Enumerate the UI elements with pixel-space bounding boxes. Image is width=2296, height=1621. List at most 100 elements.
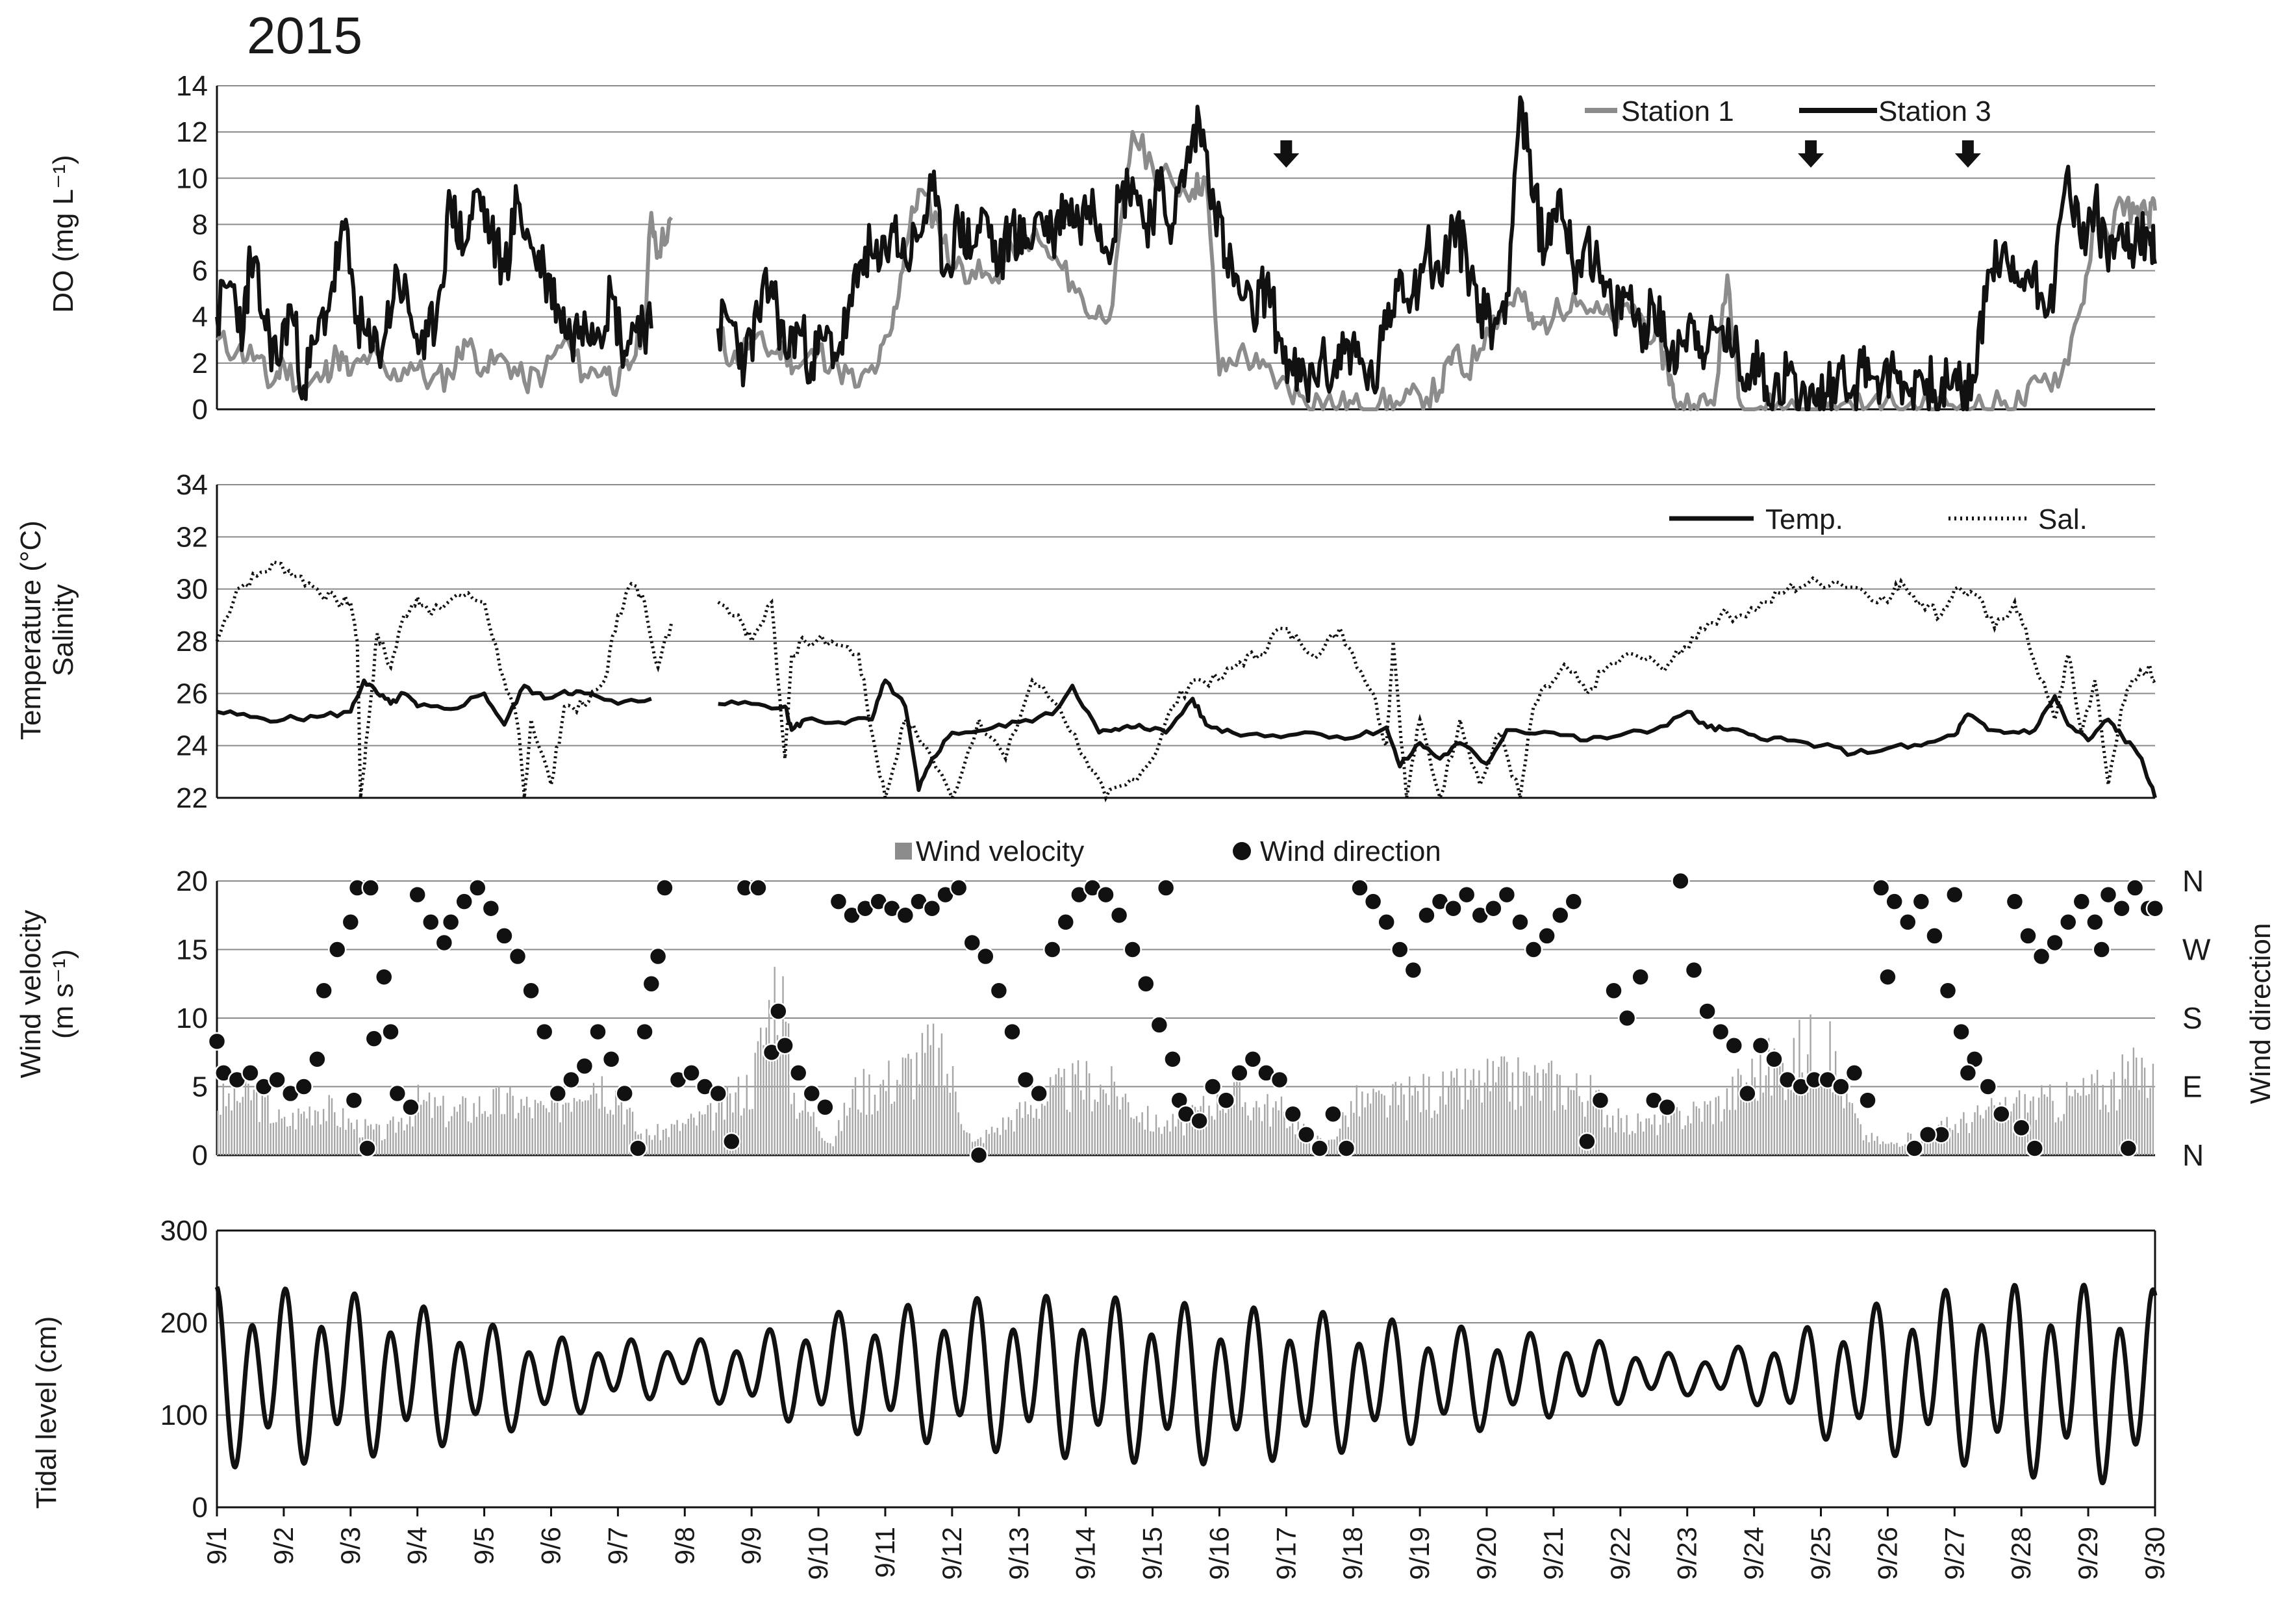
wind-velocity-bar — [1860, 1124, 1861, 1155]
wind-direction-point — [1203, 1077, 1222, 1096]
wind-velocity-bar — [1565, 1109, 1567, 1155]
wind-velocity-bar — [1269, 1126, 1272, 1155]
wind-velocity-bar — [1239, 1080, 1241, 1155]
wind-velocity-bar — [1330, 1139, 1333, 1155]
wind-direction-point — [1698, 1002, 1717, 1021]
wind-velocity-bar — [1503, 1056, 1506, 1155]
wind-velocity-bar — [451, 1116, 453, 1155]
wind-direction-point — [1391, 940, 1409, 959]
wind-velocity-bar — [409, 1114, 411, 1155]
x-tick-label: 9/10 — [803, 1527, 833, 1580]
wind-velocity-bar — [949, 1092, 951, 1155]
wind-direction-point — [1832, 1077, 1850, 1096]
wind-velocity-bar — [1495, 1082, 1497, 1155]
wind-direction-point — [268, 1070, 286, 1090]
wind-velocity-bar — [470, 1123, 472, 1155]
wind-velocity-bar — [1241, 1106, 1244, 1155]
wind-velocity-bar — [576, 1101, 578, 1155]
wind-velocity-bar — [322, 1108, 325, 1155]
x-tick-label: 9/2 — [268, 1527, 299, 1564]
wind-velocity-bar — [782, 976, 784, 1155]
wind-velocity-bar — [696, 1125, 698, 1155]
wind-direction-point — [562, 1070, 581, 1090]
wind-velocity-bar — [584, 1100, 587, 1155]
wind-velocity-bar — [1756, 1101, 1759, 1155]
wind-velocity-bar — [1094, 1099, 1096, 1155]
wind-velocity-bar — [1732, 1077, 1734, 1155]
wind-velocity-bar — [1734, 1110, 1737, 1155]
wind-velocity-bar — [598, 1108, 600, 1155]
wind-velocity-bar — [509, 1086, 511, 1155]
wind-velocity-bar — [704, 1114, 706, 1155]
x-tick-label: 9/29 — [2073, 1527, 2103, 1580]
wind-velocity-bar — [718, 1100, 720, 1155]
wind-direction-point — [422, 913, 440, 932]
wind-velocity-bar — [345, 1130, 347, 1155]
wind-velocity-bar — [1244, 1102, 1246, 1155]
wind-direction-point — [816, 1097, 835, 1117]
wind-velocity-bar — [662, 1129, 664, 1155]
wind-velocity-bar — [1517, 1057, 1519, 1155]
wind-velocity-bar — [999, 1134, 1002, 1155]
wind-direction-point — [2005, 892, 2025, 911]
tide-y-tick-label: 200 — [160, 1307, 208, 1339]
x-tick-label: 9/18 — [1337, 1527, 1368, 1580]
wind-direction-point — [1016, 1070, 1035, 1090]
wind-velocity-bar — [896, 1080, 898, 1155]
wind-y-tick-label: 0 — [192, 1140, 208, 1171]
wind-velocity-bar — [1392, 1084, 1394, 1155]
wind-velocity-bar — [810, 1116, 812, 1155]
wind-velocity-bar — [854, 1077, 857, 1155]
do-y-tick-label: 10 — [176, 162, 208, 194]
wind-velocity-bar — [1222, 1104, 1224, 1155]
wind-direction-point — [575, 1056, 594, 1076]
wind-velocity-bar — [1600, 1097, 1603, 1155]
tide-series — [214, 1283, 2158, 1485]
wind-direction-point — [709, 1084, 727, 1103]
wind-velocity-bar — [729, 1093, 731, 1155]
wind-direction-point — [381, 1022, 400, 1041]
wind-velocity-bar — [2065, 1082, 2068, 1155]
wind-y-axis-label-line1: Wind velocity — [15, 910, 47, 1078]
wind-velocity-bar — [1862, 1140, 1865, 1155]
wind-velocity-bar — [1879, 1144, 1881, 1155]
wind-direction-point — [1137, 975, 1155, 993]
wind-velocity-bar — [414, 1109, 416, 1155]
wind-direction-point — [2099, 885, 2118, 904]
wind-velocity-bar — [665, 1129, 667, 1155]
wind-velocity-bar — [902, 1057, 904, 1155]
wind-velocity-bar — [1091, 1111, 1093, 1155]
wind-velocity-bar — [453, 1106, 455, 1155]
wind-velocity-bar — [1782, 1062, 1784, 1155]
wind-velocity-bar — [596, 1093, 598, 1155]
wind-y-tick-labels: 0 5 10 15 20 — [176, 865, 208, 1171]
wind-velocity-bar — [1740, 1075, 1742, 1155]
wind-velocity-bar — [225, 1106, 227, 1155]
wind-direction-point — [2032, 947, 2051, 966]
wind-velocity-bar — [801, 1110, 803, 1155]
wind-velocity-bar — [2127, 1061, 2129, 1155]
wind-velocity-bar — [1444, 1104, 1447, 1155]
wind-velocity-bar — [885, 1091, 887, 1155]
wind-velocity-bar — [1834, 1051, 1837, 1155]
wind-velocity-bar — [846, 1116, 848, 1155]
wind-velocity-bar — [1611, 1116, 1614, 1155]
wind-velocity-bar — [1461, 1109, 1463, 1155]
wind-velocity-bar — [562, 1104, 564, 1155]
wind-velocity-bar — [1264, 1104, 1266, 1155]
wind-velocity-bar — [1467, 1099, 1469, 1155]
wind-velocity-bar — [1717, 1096, 1720, 1155]
wind-velocity-bar — [1671, 1106, 1672, 1155]
wind-velocity-bar — [715, 1112, 717, 1155]
wind-velocity-bar — [247, 1083, 249, 1155]
wind-velocity-bar — [309, 1106, 310, 1155]
wind-direction-point — [1938, 981, 1958, 1001]
wind-direction-point — [989, 981, 1009, 1001]
wind-velocity-bar — [601, 1076, 603, 1155]
wind-velocity-bar — [1598, 1090, 1600, 1155]
wind-velocity-bar — [904, 1058, 907, 1155]
wind-velocity-bar — [1673, 1110, 1675, 1155]
wind-velocity-bar — [1361, 1091, 1363, 1155]
wind-y2-tick-label: W — [2182, 933, 2211, 967]
wind-velocity-bar — [693, 1117, 695, 1155]
